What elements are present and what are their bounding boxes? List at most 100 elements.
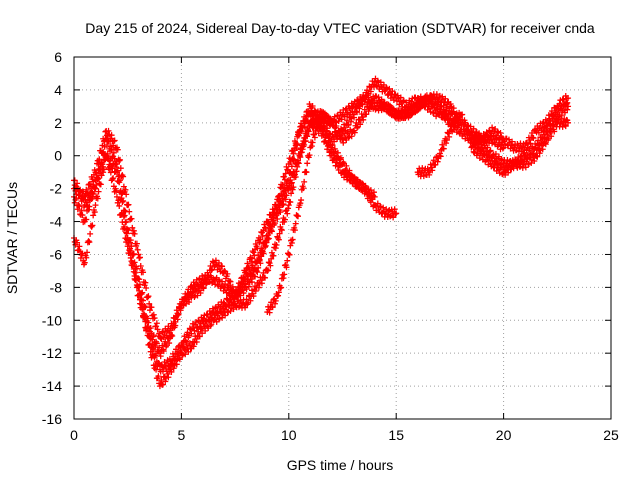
data-point-trail	[95, 188, 102, 195]
data-point-trail	[308, 143, 315, 150]
data-point-trail	[179, 301, 186, 308]
data-point-trail	[524, 144, 531, 151]
data-point-trail	[562, 92, 569, 99]
data-point-trail	[386, 85, 393, 92]
data-point-trail	[74, 239, 81, 246]
data-point-trail	[116, 202, 123, 209]
data-point-trail	[280, 275, 287, 282]
data-point-trail	[175, 311, 182, 318]
data-point-trail	[76, 243, 83, 250]
data-point-trail	[334, 149, 341, 156]
data-point-trail	[286, 251, 293, 258]
data-point-trail	[187, 326, 194, 333]
data-point-trail	[94, 176, 101, 183]
data-point-trail	[250, 249, 257, 256]
data-point-trail	[429, 167, 436, 174]
data-point-trail	[274, 215, 281, 222]
data-point-trail	[87, 230, 94, 237]
data-point-trail	[326, 121, 333, 128]
y-tick-label: -6	[50, 246, 63, 262]
data-point-trail	[464, 123, 471, 130]
data-point-trail	[283, 264, 290, 271]
data-point-trail	[196, 333, 203, 340]
data-point-trail	[410, 109, 417, 116]
data-point-trail	[488, 136, 495, 143]
data-point-trail	[206, 274, 213, 281]
data-point-trail	[282, 196, 289, 203]
data-point-trail	[564, 117, 571, 124]
data-point-trail	[290, 150, 297, 157]
data-point-trail	[268, 249, 275, 256]
data-point-trail	[467, 139, 474, 146]
data-point-trail	[552, 109, 559, 116]
data-point-trail	[108, 146, 115, 153]
data-point-trail	[191, 327, 198, 334]
data-point-trail	[80, 261, 87, 268]
data-point-trail	[133, 282, 140, 289]
data-point-trail	[150, 332, 157, 339]
data-point-trail	[452, 119, 459, 126]
data-point-trail	[169, 333, 176, 340]
data-point-trail	[334, 132, 341, 139]
data-point-trail	[257, 236, 264, 243]
data-point-trail	[380, 204, 387, 211]
data-point-trail	[558, 102, 565, 109]
data-point-trail	[174, 316, 181, 323]
data-point-trail	[188, 330, 195, 337]
data-point-trail	[136, 287, 143, 294]
data-point-trail	[397, 94, 404, 101]
data-point-trail	[277, 209, 284, 216]
data-point-trail	[369, 78, 376, 85]
data-point-trail	[509, 144, 516, 151]
y-tick-label: -14	[42, 378, 62, 394]
data-point-trail	[184, 329, 191, 336]
data-point-trail	[119, 219, 126, 226]
data-point-trail	[248, 279, 255, 286]
data-point-trail	[319, 128, 326, 135]
y-axis-label: SDTVAR / TECUs	[4, 182, 20, 294]
data-point-trail	[308, 118, 315, 125]
data-point-trail	[268, 255, 275, 262]
data-point-trail	[130, 250, 137, 257]
data-point-trail	[301, 123, 308, 130]
data-point-trail	[265, 236, 272, 243]
series-day-5	[414, 109, 572, 180]
data-point-trail	[202, 281, 209, 288]
data-point-trail	[272, 245, 279, 252]
data-point-trail	[116, 179, 123, 186]
data-point-trail	[293, 141, 300, 148]
data-point-trail	[450, 105, 457, 112]
data-point-trail	[144, 315, 151, 322]
data-point-trail	[519, 156, 526, 163]
data-point-trail	[127, 254, 134, 261]
data-point-trail	[351, 173, 358, 180]
data-point-trail	[301, 138, 308, 145]
x-tick-label: 10	[281, 427, 297, 443]
data-point-trail	[107, 143, 114, 150]
data-point-trail	[359, 114, 366, 121]
data-point-trail	[515, 159, 522, 166]
data-point-trail	[168, 331, 175, 338]
data-point-trail	[150, 346, 157, 353]
data-point	[350, 111, 357, 118]
data-point-trail	[133, 272, 140, 279]
data-point-trail	[385, 208, 392, 215]
data-point-trail	[327, 148, 334, 155]
data-point-trail	[145, 319, 152, 326]
data-point-trail	[120, 183, 127, 190]
data-point-trail	[337, 154, 344, 161]
data-point-trail	[300, 185, 307, 192]
data-point-trail	[155, 359, 162, 366]
data-point-trail	[107, 169, 114, 176]
data-point-trail	[142, 279, 149, 286]
data-point-trail	[387, 102, 394, 109]
data-point-trail	[151, 315, 158, 322]
data-point-trail	[288, 163, 295, 170]
data-point-trail	[121, 225, 128, 232]
data-point-trail	[304, 133, 311, 140]
data-point-trail	[304, 160, 311, 167]
data-point-trail	[114, 146, 121, 153]
data-point-trail	[194, 292, 201, 299]
data-point-trail	[306, 152, 313, 159]
axis-ticks: 0 5 10 15 20 25 -16 -14 -12 -10 -8 -6 -4 -2 0 2 4 6	[42, 49, 619, 443]
